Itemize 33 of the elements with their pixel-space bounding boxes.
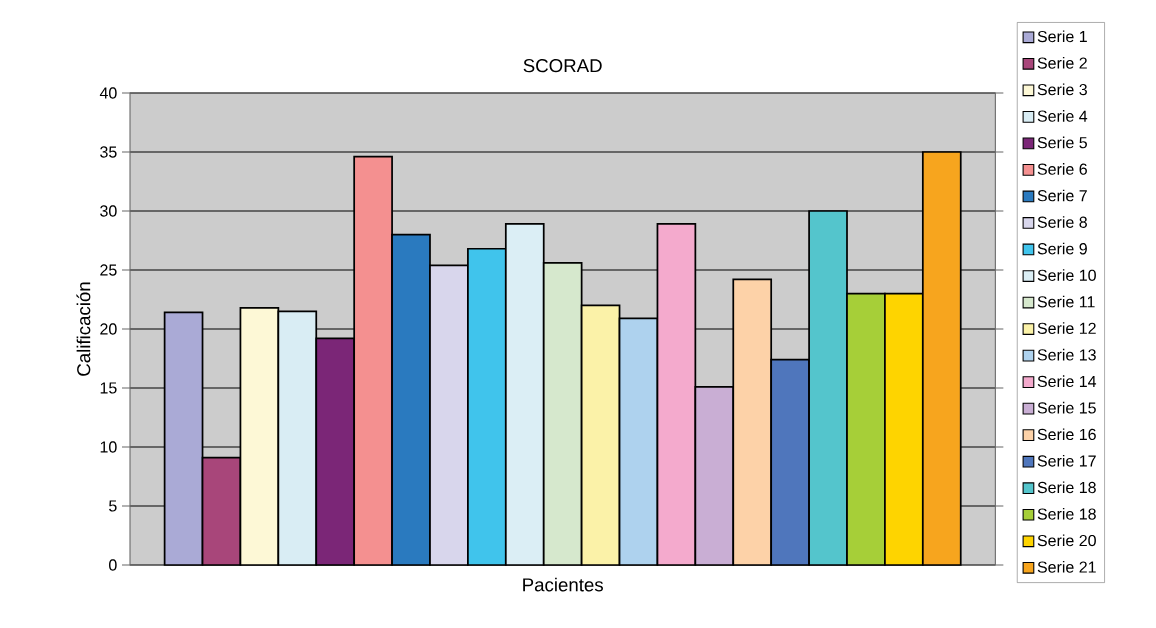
legend-label: Serie 15 xyxy=(1037,401,1096,414)
legend-label: Serie 16 xyxy=(1037,428,1096,441)
legend-label: Serie 11 xyxy=(1037,295,1095,308)
legend-label: Serie 18 xyxy=(1037,481,1096,494)
y-tick-label: 30 xyxy=(100,205,117,217)
legend-label: Serie 2 xyxy=(1037,57,1087,69)
legend-label: Serie 21 xyxy=(1037,561,1096,573)
legend-label: Serie 1 xyxy=(1037,30,1087,43)
x-axis-title: Pacientes xyxy=(523,577,603,592)
y-tick-label: 10 xyxy=(100,441,117,453)
y-tick-label: 40 xyxy=(99,87,117,99)
y-tick-label: 5 xyxy=(109,500,117,512)
y-tick-label: 35 xyxy=(100,146,117,158)
y-tick-label: 15 xyxy=(100,382,117,394)
legend-label: Serie 13 xyxy=(1037,348,1096,361)
legend-label: Serie 20 xyxy=(1037,534,1096,547)
legend-label: Serie 7 xyxy=(1037,189,1087,202)
legend-label: Serie 9 xyxy=(1037,242,1087,255)
legend-label: Serie 8 xyxy=(1037,216,1087,228)
legend-label: Serie 10 xyxy=(1037,269,1096,281)
legend-label: Serie 4 xyxy=(1037,110,1088,122)
y-tick-label: 0 xyxy=(109,559,117,571)
legend-label: Serie 6 xyxy=(1037,163,1087,175)
y-tick-label: 25 xyxy=(100,264,117,276)
legend-label: Serie 18 xyxy=(1037,507,1096,520)
legend-label: Serie 5 xyxy=(1037,136,1087,149)
chart-title: SCORAD xyxy=(523,59,602,73)
legend-label: Serie 12 xyxy=(1037,322,1096,335)
y-axis-title: Calificación xyxy=(76,282,91,376)
legend-label: Serie 14 xyxy=(1037,375,1097,388)
y-tick-label: 20 xyxy=(100,323,117,335)
legend-label: Serie 17 xyxy=(1037,454,1096,467)
legend-label: Serie 3 xyxy=(1037,83,1087,96)
